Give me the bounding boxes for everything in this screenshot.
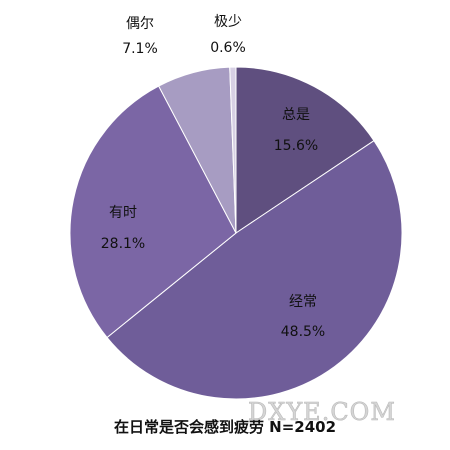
- pie-slice-5: [229, 66, 237, 234]
- slice-category-label-3: 有时: [109, 205, 137, 221]
- slice-value-label-5: 0.6%: [210, 40, 246, 56]
- pie-slices-group: [69, 66, 403, 400]
- slice-value-label-4: 7.1%: [122, 41, 158, 57]
- slice-category-label-4: 偶尔: [126, 16, 154, 32]
- pie-labels-group: 总是 15.6% 经常 48.5% 有时 28.1% 偶尔 7.1% 极少 0.6%: [101, 14, 325, 340]
- chart-caption: 在日常是否会感到疲劳 N=2402: [114, 418, 336, 436]
- pie-slice-1: [235, 66, 375, 234]
- slice-category-label-1: 总是: [282, 107, 310, 123]
- slice-value-label-1: 15.6%: [274, 138, 318, 154]
- slice-value-label-3: 28.1%: [101, 236, 145, 252]
- pie-slice-3: [69, 85, 237, 339]
- slice-category-label-2: 经常: [289, 294, 317, 310]
- watermark: DXYE.COM: [248, 398, 396, 426]
- pie-slice-2: [106, 139, 403, 400]
- slice-value-label-2: 48.5%: [281, 324, 325, 340]
- slice-category-label-5: 极少: [214, 14, 242, 30]
